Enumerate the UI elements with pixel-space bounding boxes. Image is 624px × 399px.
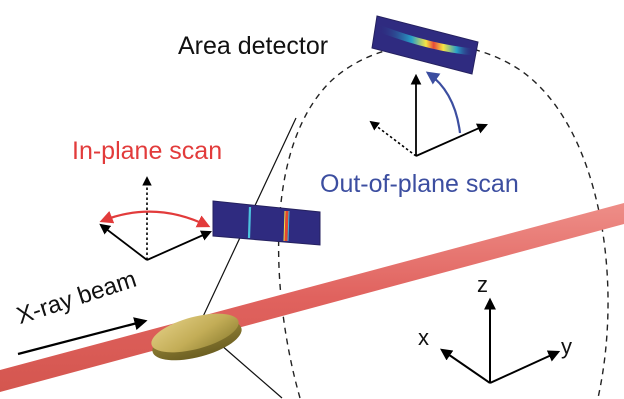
coordinate-axes (440, 297, 561, 384)
in-plane-detector (212, 200, 321, 246)
beam-direction-arrow (17, 317, 148, 356)
axis-x-label: x (418, 325, 429, 350)
out-of-plane-scan-axes (369, 71, 488, 157)
in-plane-scan-label: In-plane scan (72, 137, 223, 165)
out-of-plane-scan-label: Out-of-plane scan (320, 170, 519, 198)
area-detector (371, 15, 479, 75)
axis-y-label: y (561, 334, 572, 359)
sample-disk (151, 313, 242, 361)
axis-z-label: z (477, 272, 488, 297)
in-plane-scan-axes (99, 176, 212, 261)
ray-line-lower (212, 337, 283, 399)
area-detector-label: Area detector (178, 32, 329, 60)
